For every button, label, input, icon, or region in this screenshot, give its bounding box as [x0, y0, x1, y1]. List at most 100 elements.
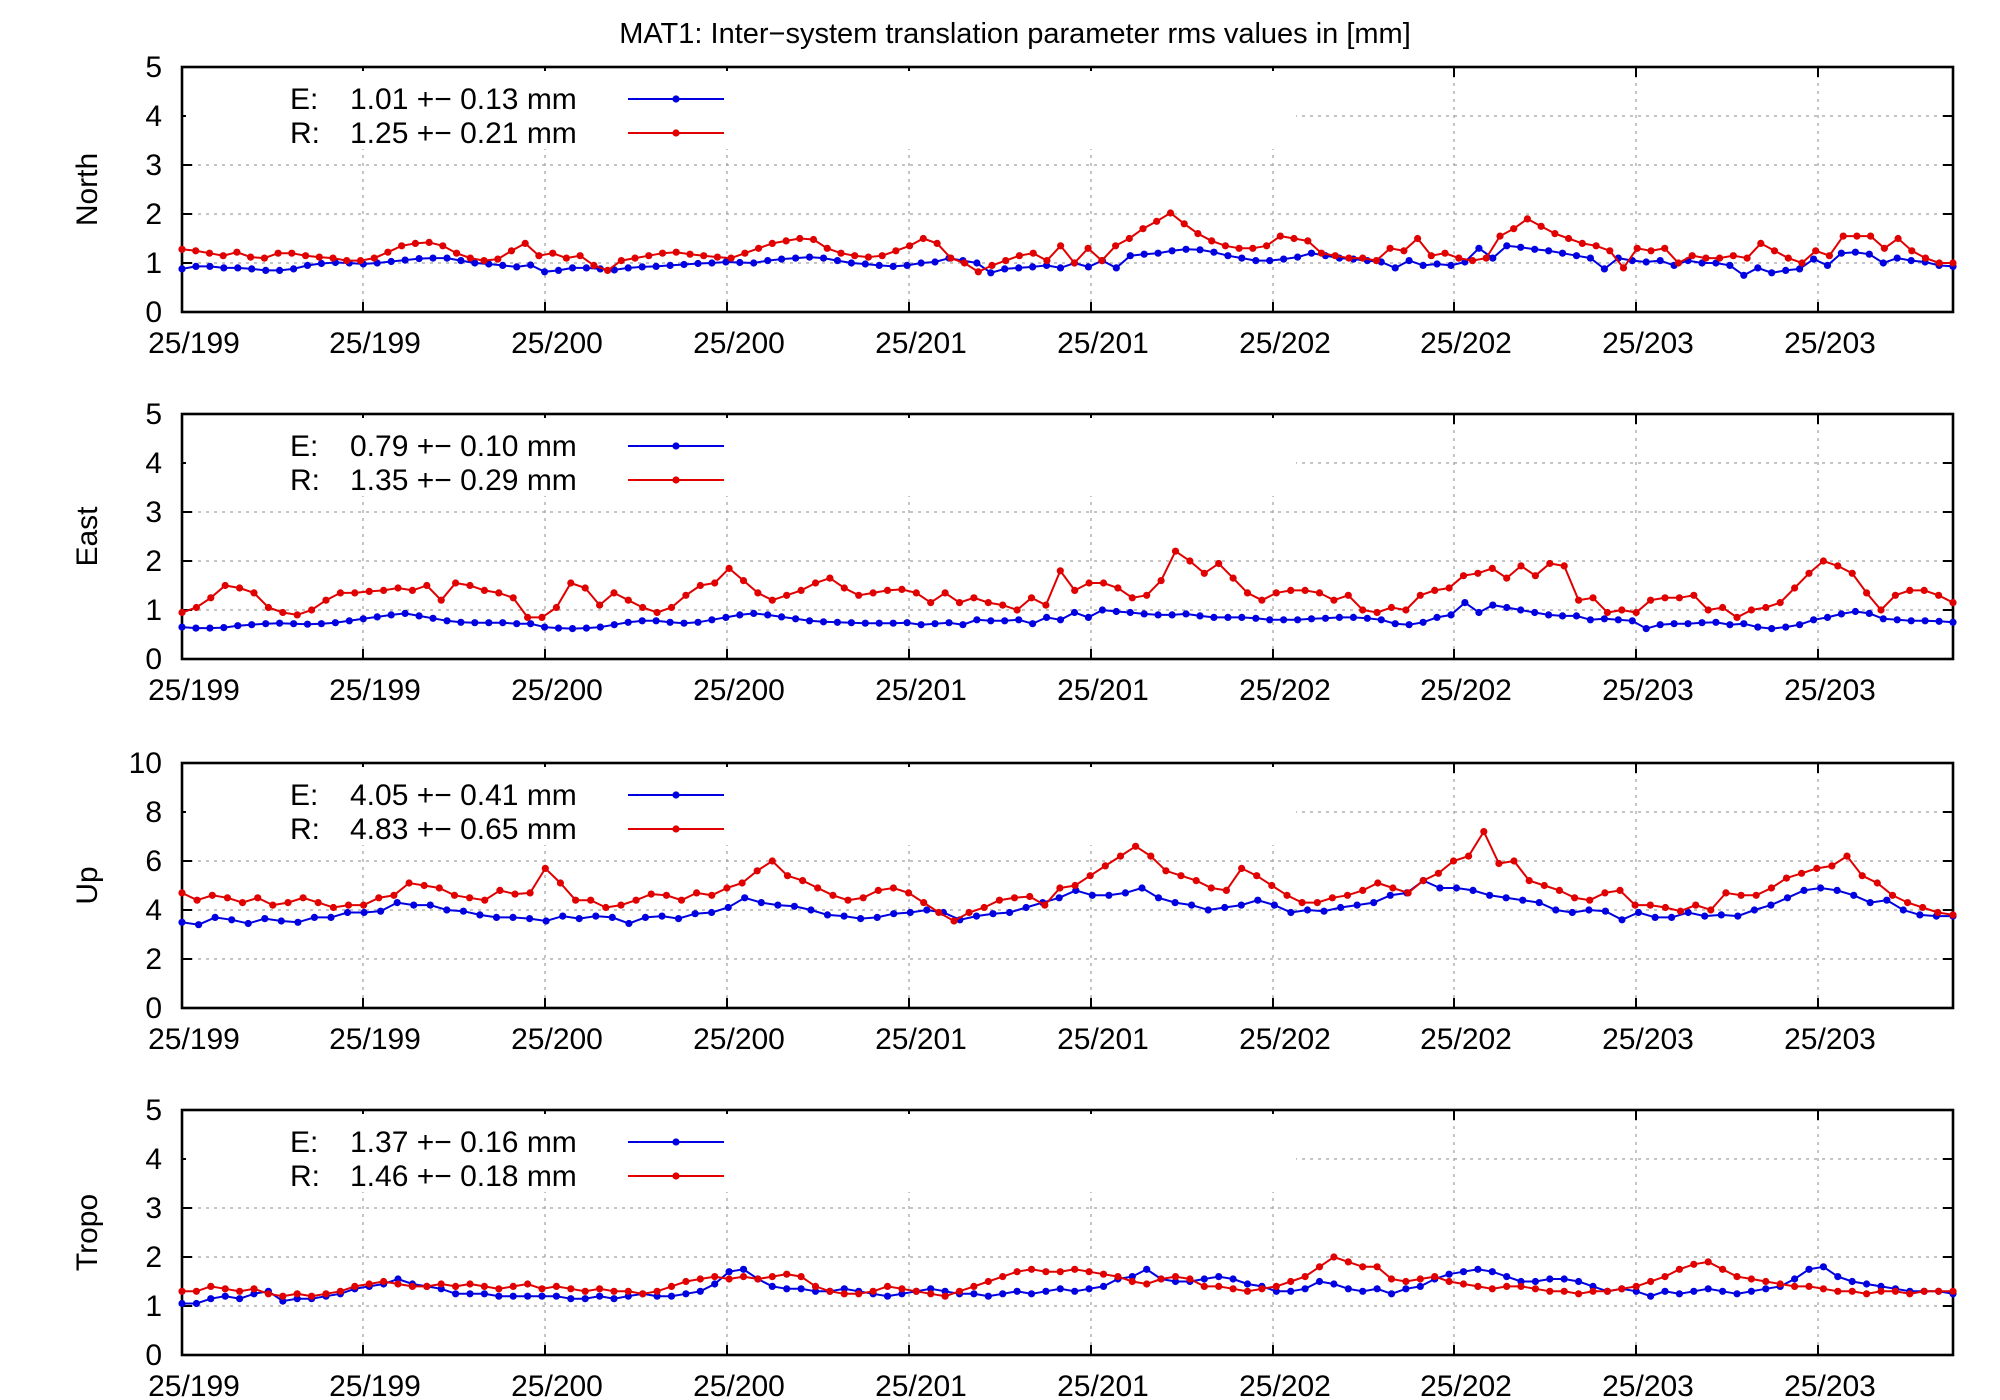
data-point	[823, 244, 831, 252]
data-point	[1865, 250, 1873, 258]
data-point	[1675, 1265, 1683, 1273]
data-point	[1042, 1287, 1050, 1295]
data-point	[1776, 599, 1784, 607]
data-point	[945, 619, 953, 627]
data-point	[796, 234, 804, 243]
data-point	[1402, 606, 1410, 614]
data-point	[1071, 1265, 1079, 1273]
data-point	[696, 581, 704, 590]
data-point	[527, 261, 535, 269]
plot-frame	[180, 65, 1955, 314]
legend-marker	[672, 1138, 680, 1146]
data-point	[840, 584, 848, 592]
data-point	[1143, 1280, 1151, 1288]
data-point	[1263, 242, 1271, 250]
data-point	[492, 913, 501, 922]
data-point	[1919, 903, 1927, 912]
data-point	[429, 254, 437, 262]
data-point	[1722, 889, 1730, 897]
x-tick-label: 25/200	[693, 674, 785, 707]
data-point	[393, 899, 401, 907]
data-point	[917, 621, 925, 629]
data-point	[276, 266, 284, 274]
data-point	[254, 894, 262, 902]
data-point	[741, 249, 749, 257]
legend-marker	[672, 442, 680, 450]
data-point	[1560, 562, 1568, 570]
data-point	[1489, 254, 1497, 262]
y-tick-label: 0	[145, 1339, 162, 1372]
data-point	[1920, 1287, 1928, 1295]
data-point	[1782, 266, 1790, 274]
y-tick-label: 0	[145, 643, 162, 676]
y-tick-label: 1	[145, 247, 162, 280]
data-point	[1043, 257, 1051, 265]
y-tick-label: 4	[145, 1143, 162, 1176]
data-point	[1747, 606, 1755, 614]
data-point	[247, 253, 255, 261]
data-point	[1258, 596, 1266, 604]
data-point	[250, 1290, 258, 1298]
data-point	[1601, 889, 1609, 897]
y-tick-label: 3	[145, 496, 162, 529]
data-point	[1143, 591, 1151, 599]
data-point	[228, 916, 236, 924]
data-point	[1906, 586, 1914, 595]
y-tick-label: 4	[145, 447, 162, 480]
data-point	[1762, 1277, 1770, 1286]
data-point	[950, 917, 958, 925]
data-point	[903, 261, 911, 269]
data-point	[1642, 258, 1650, 266]
data-point	[898, 1285, 906, 1293]
data-point	[1819, 557, 1827, 565]
data-point	[1015, 616, 1023, 624]
data-point	[538, 1285, 546, 1293]
data-point	[783, 1285, 791, 1293]
data-point	[1210, 248, 1218, 256]
data-point	[658, 249, 667, 257]
data-point	[1200, 569, 1208, 577]
data-point	[639, 1290, 647, 1298]
data-point	[653, 608, 661, 617]
data-point	[1907, 617, 1915, 625]
data-point	[1294, 616, 1302, 624]
data-point	[840, 912, 848, 920]
x-tick-label: 25/202	[1239, 1370, 1331, 1400]
data-point	[394, 1275, 402, 1283]
data-point	[912, 1287, 920, 1295]
data-point	[541, 268, 549, 276]
y-axis-label: East	[71, 506, 104, 567]
data-point	[1359, 606, 1367, 614]
data-point	[1908, 247, 1916, 255]
data-point	[1488, 1268, 1496, 1276]
data-point	[1215, 559, 1223, 568]
data-point	[1510, 225, 1518, 233]
data-point	[562, 254, 571, 262]
data-point	[426, 901, 434, 909]
data-point	[1427, 252, 1435, 260]
data-point	[1249, 244, 1257, 252]
data-point	[552, 603, 561, 612]
data-point	[359, 615, 367, 623]
data-point	[1517, 1282, 1525, 1290]
data-point	[205, 249, 214, 257]
data-point	[343, 908, 352, 917]
data-point	[1949, 618, 1957, 626]
data-point	[700, 252, 708, 260]
data-point	[1459, 1280, 1468, 1288]
data-point	[1517, 562, 1525, 570]
data-point	[303, 620, 312, 628]
data-point	[207, 1295, 215, 1303]
data-point	[236, 1287, 244, 1295]
data-point	[1084, 244, 1092, 252]
data-point	[754, 1275, 762, 1283]
data-point	[423, 1282, 431, 1290]
data-point	[764, 257, 772, 265]
data-point	[987, 269, 995, 277]
data-point	[1920, 586, 1928, 595]
data-point	[223, 894, 231, 902]
data-point	[1114, 584, 1122, 592]
data-point	[723, 884, 731, 892]
data-point	[1752, 891, 1760, 899]
data-point	[1298, 899, 1306, 907]
